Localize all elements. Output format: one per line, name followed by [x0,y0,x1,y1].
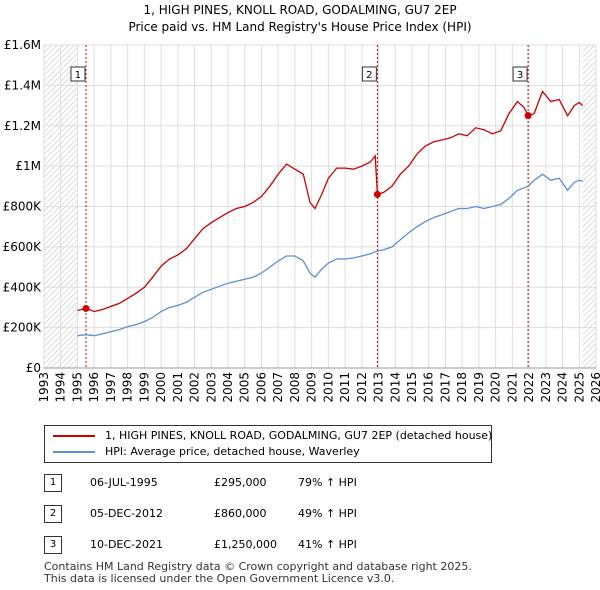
sale-label-text: 3 [517,70,523,81]
legend-label-property: 1, HIGH PINES, KNOLL ROAD, GODALMING, GU… [105,429,493,442]
legend-label-hpi: HPI: Average price, detached house, Wave… [105,445,360,458]
price-chart: 1, HIGH PINES, KNOLL ROAD, GODALMING, GU… [3,3,600,403]
footer: Contains HM Land Registry data © Crown c… [44,561,472,585]
footer-licence: This data is licensed under the Open Gov… [44,572,395,585]
sale-price: £860,000 [214,507,267,520]
legend-swatch-blue [53,451,95,453]
sale-hpi-change: 79% ↑ HPI [298,476,357,489]
x-tick-label: 2010 [321,372,335,403]
sale-point [524,112,532,120]
x-tick-label: 2021 [505,372,519,403]
chart-title: 1, HIGH PINES, KNOLL ROAD, GODALMING, GU… [143,3,456,17]
x-tick-label: 2009 [305,372,319,403]
y-tick-label: £200K [3,321,43,335]
x-tick-label: 1998 [121,372,135,403]
y-tick-label: £800K [3,200,43,214]
x-tick-label: 2018 [455,372,469,403]
sale-number-badge: 1 [44,474,62,492]
legend-item-hpi: HPI: Average price, detached house, Wave… [53,444,360,460]
x-tick-label: 1999 [137,372,151,403]
x-tick-label: 2007 [271,372,285,403]
x-tick-label: 1993 [37,372,51,403]
y-tick-label: £1M [15,159,41,173]
hpi-line [77,173,583,337]
sale-row: 2 05-DEC-2012 £860,000 49% ↑ HPI [44,505,444,523]
sale-label-text: 1 [75,70,81,81]
x-tick-label: 2011 [338,372,352,403]
chart-subtitle: Price paid vs. HM Land Registry's House … [128,20,471,34]
x-tick-label: 2008 [288,372,302,403]
x-tick-label: 2013 [372,372,386,403]
y-tick-label: £1.6M [4,38,41,52]
y-tick-label: £600K [3,240,43,254]
x-tick-label: 1995 [70,372,84,403]
x-tick-label: 2000 [154,372,168,403]
sale-hpi-change: 41% ↑ HPI [298,538,357,551]
x-tick-label: 2014 [388,372,402,403]
sale-price: £1,250,000 [214,538,277,551]
sale-row: 1 06-JUL-1995 £295,000 79% ↑ HPI [44,474,444,492]
sale-label-text: 2 [366,70,372,81]
x-tick-label: 2026 [589,372,600,403]
x-tick-label: 2025 [572,372,586,403]
sale-date: 06-JUL-1995 [90,476,158,489]
sale-date: 10-DEC-2021 [90,538,164,551]
y-tick-label: £1.2M [4,119,41,133]
sale-label-box [361,66,377,82]
sale-date: 05-DEC-2012 [90,507,164,520]
x-tick-label: 2005 [238,372,252,403]
x-tick-label: 2002 [188,372,202,403]
sale-point [82,304,90,312]
legend-item-property: 1, HIGH PINES, KNOLL ROAD, GODALMING, GU… [53,428,492,444]
x-tick-label: 2020 [489,372,503,403]
y-tick-label: £0 [26,361,41,375]
x-tick-label: 2012 [355,372,369,403]
sale-point [373,190,381,198]
x-tick-label: 2015 [405,372,419,403]
x-tick-label: 2019 [472,372,486,403]
property-price-line [77,90,584,313]
sale-label-box [70,66,86,82]
legend: 1, HIGH PINES, KNOLL ROAD, GODALMING, GU… [44,425,492,463]
sale-number-badge: 3 [44,536,62,554]
x-tick-label: 1994 [54,372,68,403]
sale-price: £295,000 [214,476,267,489]
sale-label-box [512,66,528,82]
x-tick-label: 2001 [171,372,185,403]
sale-row: 3 10-DEC-2021 £1,250,000 41% ↑ HPI [44,536,444,554]
legend-swatch-red [53,435,95,437]
y-tick-label: £1.4M [4,78,41,92]
x-tick-label: 2024 [556,372,570,403]
x-tick-label: 2003 [204,372,218,403]
y-tick-label: £400K [3,280,43,294]
x-tick-label: 2016 [422,372,436,403]
x-tick-label: 2006 [254,372,268,403]
footer-copyright: Contains HM Land Registry data © Crown c… [44,560,472,573]
sale-number-badge: 2 [44,505,62,523]
x-tick-label: 2023 [539,372,553,403]
x-tick-label: 1996 [87,372,101,403]
x-tick-label: 2017 [438,372,452,403]
x-tick-label: 1997 [104,372,118,403]
x-tick-label: 2004 [221,372,235,403]
x-tick-label: 2022 [522,372,536,403]
sale-hpi-change: 49% ↑ HPI [298,507,357,520]
